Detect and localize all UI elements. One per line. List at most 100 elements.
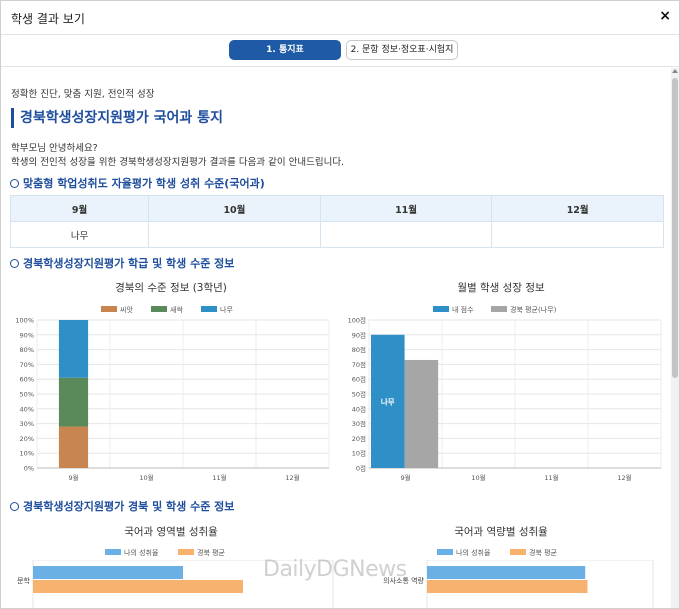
legend-swatch (510, 549, 526, 555)
bar (371, 334, 405, 468)
chart-title: 국어과 영역별 성취율 (124, 526, 218, 538)
legend-label: 경북 평균 (529, 549, 557, 557)
circle-bullet-icon (10, 259, 19, 268)
chart-title: 경북의 수준 정보 (3학년) (115, 282, 227, 294)
bar-segment (58, 377, 89, 427)
section-heading-class: 경북학생성장지원평가 학급 및 학생 수준 정보 (10, 255, 234, 271)
y-tick-label: 30점 (352, 420, 366, 428)
table-row: 나무 (9, 221, 664, 248)
legend-swatch (178, 549, 194, 555)
growth-bar-chart: 0점 10점 20점 30점 40점 50점 60점 70점 80점 90점 100점 9월 10월 11… (348, 317, 662, 482)
y-tick-label: 80점 (352, 346, 366, 354)
column-header: 9월 (9, 195, 150, 222)
bar-data-label: 나무 (381, 396, 395, 406)
competency-rate-chart: 의사소통 역량 (383, 560, 654, 608)
tab-report-card[interactable]: 1. 통지표 (229, 40, 341, 60)
vertical-scrollbar[interactable] (671, 68, 679, 608)
table-cell (491, 221, 664, 248)
y-category-label: 의사소통 역량 (383, 576, 424, 585)
close-icon[interactable]: × (659, 8, 671, 24)
scrollbar-thumb[interactable] (672, 78, 678, 378)
table-header-row: 9월 10월 11월 12월 (9, 195, 664, 222)
circle-bullet-icon (10, 179, 19, 188)
legend-item: 내 점수 (433, 305, 474, 315)
legend-swatch (433, 306, 449, 312)
legend-label: 경북 평균 (197, 549, 225, 557)
legend-item: 나무 (201, 305, 233, 315)
section-heading-gb: 경북학생성장지원평가 경북 및 학생 수준 정보 (10, 498, 234, 514)
legend-swatch (105, 549, 121, 555)
x-tick-label: 12월 (617, 473, 631, 482)
column-header: 11월 (319, 195, 493, 222)
y-tick-label: 0점 (356, 465, 366, 473)
level-table: 9월 10월 11월 12월 나무 (9, 195, 664, 248)
bar (427, 580, 588, 593)
legend-swatch (151, 306, 167, 312)
x-tick-label: 9월 (400, 473, 410, 482)
tagline: 정확한 진단, 맞춤 지원, 전인적 성장 (11, 89, 155, 100)
bar (404, 359, 439, 468)
table-cell: 나무 (9, 221, 150, 248)
level-stacked-chart: 0% 10% 20% 30% 40% 50% 60% 70% 80% 90% 100% 9월 10월 11… (15, 317, 330, 482)
page-title: 경북학생성장지원평가 국어과 통지 (11, 108, 223, 128)
section-title: 경북학생성장지원평가 경북 및 학생 수준 정보 (23, 500, 235, 513)
section-title: 맞춤형 학업성취도 자율평가 학생 성취 수준(국어과) (23, 177, 265, 190)
legend-item: 씨앗 (101, 305, 133, 315)
y-tick-label: 0% (24, 465, 34, 473)
y-category-label: 문학 (17, 576, 30, 585)
y-tick-label: 90점 (352, 331, 366, 339)
legend-swatch (437, 549, 453, 555)
y-tick-label: 10점 (352, 450, 366, 458)
tab-bar: 1. 통지표 2. 문항 정보·정오표·시험지 (1, 35, 679, 67)
scroll-up-icon[interactable] (672, 69, 678, 73)
y-tick-label: 20% (20, 435, 34, 443)
x-tick-label: 11월 (212, 473, 226, 482)
y-tick-label: 50% (20, 391, 34, 399)
dialog-titlebar: 학생 결과 보기 × (1, 1, 679, 35)
y-tick-label: 70% (20, 361, 34, 369)
dialog-title: 학생 결과 보기 (11, 12, 85, 26)
y-tick-label: 60% (20, 376, 34, 384)
greeting: 학부모님 안녕하세요? (11, 143, 98, 154)
x-tick-label: 10월 (471, 473, 485, 482)
legend-item: 경북 평균 (178, 548, 225, 558)
x-tick-label: 12월 (285, 473, 299, 482)
legend-label: 나무 (220, 306, 233, 314)
greeting-body: 학생의 전인적 성장을 위한 경북학생성장지원평가 결과를 다음과 같이 안내드… (11, 157, 345, 168)
y-tick-label: 70점 (352, 361, 366, 369)
section-title: 경북학생성장지원평가 학급 및 학생 수준 정보 (23, 257, 235, 270)
bar (427, 566, 586, 579)
legend-swatch (201, 306, 217, 312)
y-tick-label: 100점 (348, 317, 366, 325)
y-tick-label: 80% (20, 346, 34, 354)
legend-swatch (491, 306, 507, 312)
legend-label: 나의 성취율 (456, 549, 491, 557)
legend-label: 씨앗 (120, 306, 133, 314)
legend-item: 나의 성취율 (105, 548, 158, 558)
legend-label: 내 점수 (452, 306, 474, 314)
legend-item: 새싹 (151, 305, 183, 315)
bar-segment (58, 426, 89, 468)
x-tick-label: 10월 (139, 473, 153, 482)
legend-label: 나의 성취율 (124, 549, 159, 557)
table-cell (148, 221, 321, 248)
bar-segment (58, 320, 89, 378)
y-tick-label: 100% (15, 317, 34, 325)
y-tick-label: 60점 (352, 376, 366, 384)
circle-bullet-icon (10, 502, 19, 511)
y-tick-label: 90% (20, 331, 34, 339)
y-tick-label: 20점 (352, 435, 366, 443)
y-tick-label: 10% (20, 450, 34, 458)
table-cell (319, 221, 493, 248)
column-header: 12월 (491, 195, 664, 222)
bar (33, 580, 243, 593)
section-heading-level: 맞춤형 학업성취도 자율평가 학생 성취 수준(국어과) (10, 175, 265, 191)
tab-item-info[interactable]: 2. 문항 정보·정오표·시험지 (346, 40, 458, 60)
watermark: DailyDGNews (263, 557, 407, 582)
legend-swatch (101, 306, 117, 312)
report-content[interactable]: 정확한 진단, 맞춤 지원, 전인적 성장 경북학생성장지원평가 국어과 통지 … (1, 68, 673, 608)
legend-label: 새싹 (170, 306, 183, 314)
y-tick-label: 40% (20, 405, 34, 413)
y-tick-label: 40점 (352, 405, 366, 413)
